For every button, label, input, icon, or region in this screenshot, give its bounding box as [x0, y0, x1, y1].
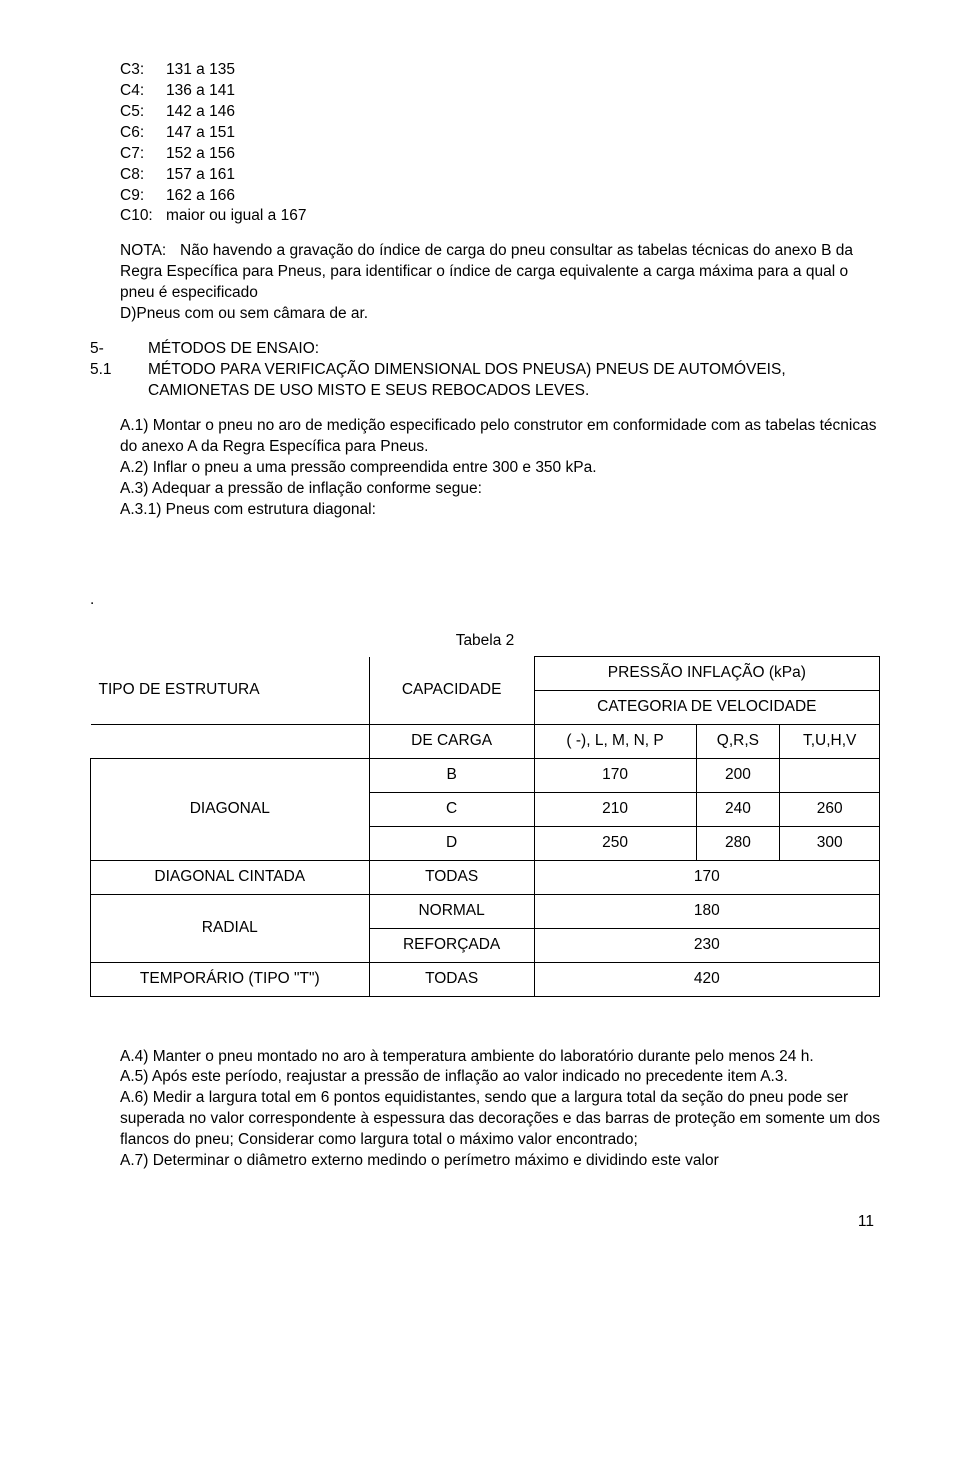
table-row: DE CARGA ( -), L, M, N, P Q,R,S T,U,H,V — [91, 725, 880, 759]
cell — [780, 759, 880, 793]
list-label: C5: — [120, 102, 166, 123]
section-5-heading: 5- MÉTODOS DE ENSAIO: — [90, 339, 880, 360]
a7-text: A.7) Determinar o diâmetro externo medin… — [120, 1151, 880, 1172]
col-decarga: DE CARGA — [369, 725, 534, 759]
table-row: TIPO DE ESTRUTURA CAPACIDADE PRESSÃO INF… — [91, 657, 880, 691]
after-table-section: A.4) Manter o pneu montado no aro à temp… — [120, 1047, 880, 1173]
section-5-1-label: 5.1 — [90, 360, 148, 402]
list-item: C7:152 a 156 — [120, 144, 880, 165]
cell: 240 — [696, 792, 780, 826]
cat-col-3: T,U,H,V — [780, 725, 880, 759]
section-5-text: MÉTODOS DE ENSAIO: — [148, 339, 880, 360]
list-label: C4: — [120, 81, 166, 102]
diagonal-label: DIAGONAL — [91, 759, 370, 861]
a-items: A.1) Montar o pneu no aro de medição esp… — [120, 416, 880, 521]
list-item: C8:157 a 161 — [120, 165, 880, 186]
table-row: DIAGONAL CINTADA TODAS 170 — [91, 860, 880, 894]
page-number: 11 — [90, 1212, 880, 1233]
cell: 200 — [696, 759, 780, 793]
list-label: C3: — [120, 60, 166, 81]
cat-col-2: Q,R,S — [696, 725, 780, 759]
col-cat-header: CATEGORIA DE VELOCIDADE — [534, 691, 879, 725]
cell: 170 — [534, 759, 696, 793]
cell: 260 — [780, 792, 880, 826]
pressao-header: PRESSÃO INFLAÇÃO (kPa) — [534, 657, 879, 691]
list-item: C3:131 a 135 — [120, 60, 880, 81]
nota-label: NOTA: — [120, 241, 180, 262]
cell: REFORÇADA — [369, 928, 534, 962]
list-value: 157 a 161 — [166, 166, 235, 183]
section-5-1-text: MÉTODO PARA VERIFICAÇÃO DIMENSIONAL DOS … — [148, 360, 880, 402]
col-cap-header: CAPACIDADE — [369, 657, 534, 725]
table-row: DIAGONAL B 170 200 — [91, 759, 880, 793]
tabela-2: TIPO DE ESTRUTURA CAPACIDADE PRESSÃO INF… — [90, 656, 880, 996]
list-item: C5:142 a 146 — [120, 102, 880, 123]
table-row: RADIAL NORMAL 180 — [91, 894, 880, 928]
dot-marker: . — [90, 590, 880, 611]
list-label: C7: — [120, 144, 166, 165]
cell: 170 — [534, 860, 879, 894]
empty-cell — [91, 725, 370, 759]
list-item: C9:162 a 166 — [120, 186, 880, 207]
cell: 230 — [534, 928, 879, 962]
cell: 300 — [780, 826, 880, 860]
cell: B — [369, 759, 534, 793]
cell: 180 — [534, 894, 879, 928]
col-tipo-header: TIPO DE ESTRUTURA — [91, 657, 370, 725]
list-label: C9: — [120, 186, 166, 207]
table-row: TEMPORÁRIO (TIPO "T") TODAS 420 — [91, 962, 880, 996]
list-value: 147 a 151 — [166, 124, 235, 141]
cell: 250 — [534, 826, 696, 860]
table-title: Tabela 2 — [90, 631, 880, 652]
section-5-label: 5- — [90, 339, 148, 360]
a4-text: A.4) Manter o pneu montado no aro à temp… — [120, 1047, 880, 1068]
nota-text: Não havendo a gravação do índice de carg… — [120, 242, 853, 301]
list-value: 136 a 141 — [166, 82, 235, 99]
a2-text: A.2) Inflar o pneu a uma pressão compree… — [120, 458, 880, 479]
cell: TODAS — [369, 962, 534, 996]
list-item: C10:maior ou igual a 167 — [120, 206, 880, 227]
list-value: 142 a 146 — [166, 103, 235, 120]
diag-cintada-label: DIAGONAL CINTADA — [91, 860, 370, 894]
nota-section: NOTA:Não havendo a gravação do índice de… — [120, 241, 880, 325]
radial-label: RADIAL — [91, 894, 370, 962]
index-list: C3:131 a 135 C4:136 a 141 C5:142 a 146 C… — [120, 60, 880, 227]
list-item: C4:136 a 141 — [120, 81, 880, 102]
a5-text: A.5) Após este período, reajustar a pres… — [120, 1067, 880, 1088]
list-item: C6:147 a 151 — [120, 123, 880, 144]
a1-text: A.1) Montar o pneu no aro de medição esp… — [120, 416, 880, 458]
a6-text: A.6) Medir a largura total em 6 pontos e… — [120, 1088, 880, 1151]
section-5-1: 5.1 MÉTODO PARA VERIFICAÇÃO DIMENSIONAL … — [90, 360, 880, 402]
a31-text: A.3.1) Pneus com estrutura diagonal: — [120, 500, 880, 521]
list-value: 152 a 156 — [166, 145, 235, 162]
list-label: C6: — [120, 123, 166, 144]
cell: C — [369, 792, 534, 826]
list-label: C8: — [120, 165, 166, 186]
cell: 280 — [696, 826, 780, 860]
d-line: D)Pneus com ou sem câmara de ar. — [120, 304, 880, 325]
cell: NORMAL — [369, 894, 534, 928]
cat-col-1: ( -), L, M, N, P — [534, 725, 696, 759]
list-value: 162 a 166 — [166, 187, 235, 204]
cell: D — [369, 826, 534, 860]
cell: 210 — [534, 792, 696, 826]
section-5: 5- MÉTODOS DE ENSAIO: 5.1 MÉTODO PARA VE… — [90, 339, 880, 402]
temp-label: TEMPORÁRIO (TIPO "T") — [91, 962, 370, 996]
cell: TODAS — [369, 860, 534, 894]
list-value: 131 a 135 — [166, 61, 235, 78]
list-value: maior ou igual a 167 — [166, 207, 306, 224]
cell: 420 — [534, 962, 879, 996]
list-label: C10: — [120, 206, 166, 227]
a3-text: A.3) Adequar a pressão de inflação confo… — [120, 479, 880, 500]
